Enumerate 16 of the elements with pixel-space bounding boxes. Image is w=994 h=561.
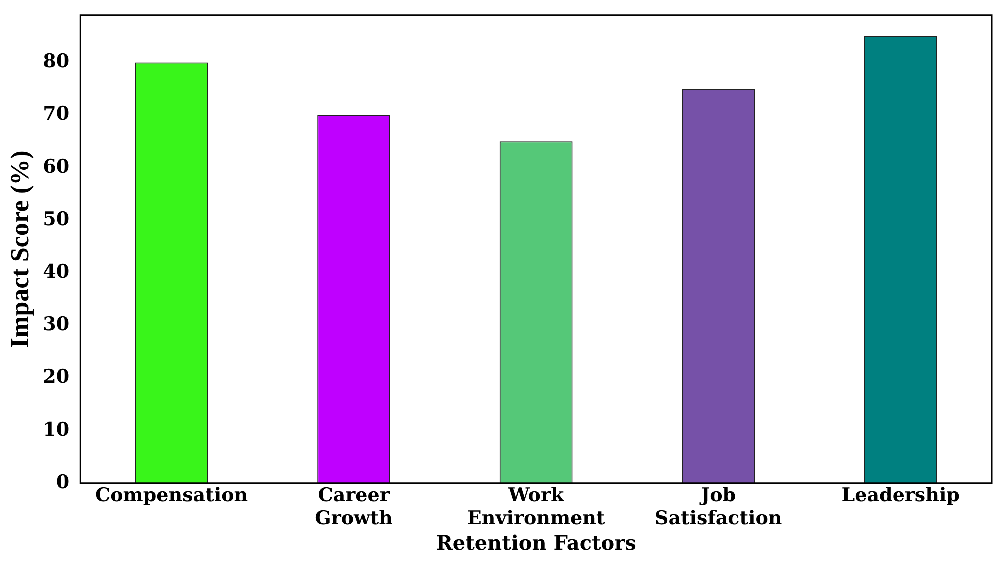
y-tick-label: 0: [56, 471, 70, 494]
y-axis-title: Impact Score (%): [5, 150, 34, 348]
x-tick-label: Career Growth: [315, 484, 394, 530]
y-tick-label: 10: [43, 418, 70, 441]
x-tick-label: Leadership: [842, 484, 960, 507]
y-tick-label: 20: [43, 366, 70, 388]
y-tick-label: 40: [43, 261, 70, 283]
y-tick-label: 50: [43, 208, 70, 230]
y-tick-label: 30: [43, 314, 70, 336]
y-tick-label: 70: [43, 103, 70, 126]
x-axis-title: Retention Factors: [436, 531, 636, 556]
y-tick-label: 80: [43, 50, 70, 73]
y-tick-label: 60: [43, 156, 70, 178]
x-tick-label: Job Satisfaction: [654, 484, 782, 530]
x-tick-label: Work Environment: [467, 484, 606, 530]
x-tick-label: Compensation: [95, 484, 248, 507]
